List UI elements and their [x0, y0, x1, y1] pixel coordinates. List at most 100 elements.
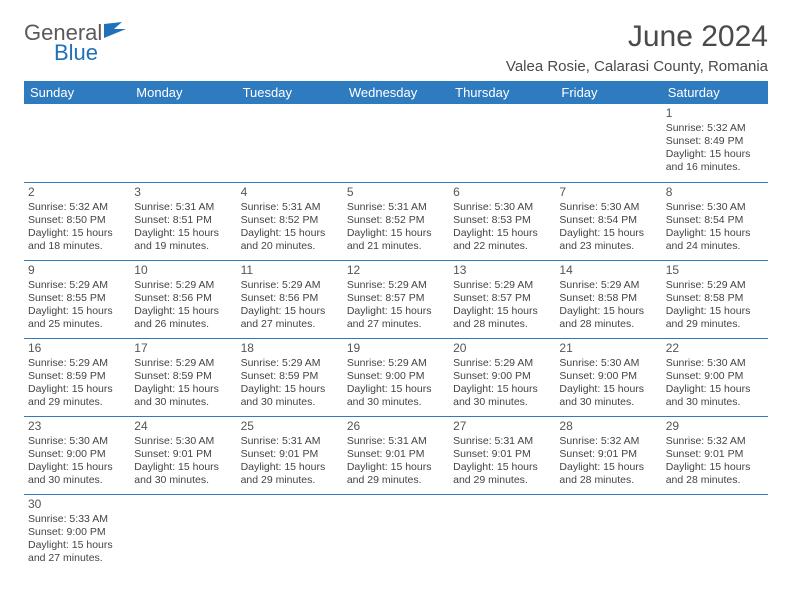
day-number: 23: [28, 419, 126, 434]
calendar-day-cell: 5Sunrise: 5:31 AMSunset: 8:52 PMDaylight…: [343, 182, 449, 260]
daylight-text: Daylight: 15 hours: [666, 148, 764, 161]
sunrise-text: Sunrise: 5:29 AM: [134, 279, 232, 292]
day-number: 1: [666, 106, 764, 121]
daylight-text: and 29 minutes.: [347, 474, 445, 487]
header: General Blue June 2024 Valea Rosie, Cala…: [24, 20, 768, 75]
sunset-text: Sunset: 9:00 PM: [28, 526, 126, 539]
calendar-day-cell: 12Sunrise: 5:29 AMSunset: 8:57 PMDayligh…: [343, 260, 449, 338]
calendar-day-cell: 17Sunrise: 5:29 AMSunset: 8:59 PMDayligh…: [130, 338, 236, 416]
calendar-day-cell: 8Sunrise: 5:30 AMSunset: 8:54 PMDaylight…: [662, 182, 768, 260]
weekday-header: Monday: [130, 81, 236, 104]
daylight-text: and 23 minutes.: [559, 240, 657, 253]
weekday-header: Friday: [555, 81, 661, 104]
sunrise-text: Sunrise: 5:29 AM: [134, 357, 232, 370]
weekday-header: Wednesday: [343, 81, 449, 104]
daylight-text: and 29 minutes.: [453, 474, 551, 487]
calendar-day-cell: 9Sunrise: 5:29 AMSunset: 8:55 PMDaylight…: [24, 260, 130, 338]
day-number: 22: [666, 341, 764, 356]
day-number: 10: [134, 263, 232, 278]
calendar-week-row: 30Sunrise: 5:33 AMSunset: 9:00 PMDayligh…: [24, 494, 768, 572]
day-number: 11: [241, 263, 339, 278]
sunrise-text: Sunrise: 5:32 AM: [666, 122, 764, 135]
calendar-empty-cell: [237, 494, 343, 572]
calendar-day-cell: 26Sunrise: 5:31 AMSunset: 9:01 PMDayligh…: [343, 416, 449, 494]
sunset-text: Sunset: 9:00 PM: [559, 370, 657, 383]
sunset-text: Sunset: 8:59 PM: [28, 370, 126, 383]
daylight-text: Daylight: 15 hours: [559, 227, 657, 240]
sunset-text: Sunset: 8:57 PM: [453, 292, 551, 305]
day-number: 9: [28, 263, 126, 278]
daylight-text: Daylight: 15 hours: [666, 383, 764, 396]
sunrise-text: Sunrise: 5:29 AM: [559, 279, 657, 292]
month-title: June 2024: [506, 20, 768, 54]
calendar-day-cell: 28Sunrise: 5:32 AMSunset: 9:01 PMDayligh…: [555, 416, 661, 494]
sunrise-text: Sunrise: 5:31 AM: [241, 435, 339, 448]
daylight-text: Daylight: 15 hours: [666, 227, 764, 240]
daylight-text: and 30 minutes.: [241, 396, 339, 409]
daylight-text: and 30 minutes.: [666, 396, 764, 409]
sunset-text: Sunset: 8:52 PM: [347, 214, 445, 227]
calendar-week-row: 9Sunrise: 5:29 AMSunset: 8:55 PMDaylight…: [24, 260, 768, 338]
calendar-day-cell: 7Sunrise: 5:30 AMSunset: 8:54 PMDaylight…: [555, 182, 661, 260]
day-number: 29: [666, 419, 764, 434]
sunrise-text: Sunrise: 5:33 AM: [28, 513, 126, 526]
daylight-text: Daylight: 15 hours: [559, 461, 657, 474]
calendar-empty-cell: [343, 104, 449, 182]
daylight-text: and 24 minutes.: [666, 240, 764, 253]
sunrise-text: Sunrise: 5:29 AM: [453, 357, 551, 370]
sunset-text: Sunset: 9:00 PM: [347, 370, 445, 383]
sunset-text: Sunset: 8:58 PM: [559, 292, 657, 305]
title-block: June 2024 Valea Rosie, Calarasi County, …: [506, 20, 768, 75]
daylight-text: and 28 minutes.: [559, 474, 657, 487]
daylight-text: Daylight: 15 hours: [134, 227, 232, 240]
sunset-text: Sunset: 8:59 PM: [241, 370, 339, 383]
daylight-text: and 27 minutes.: [28, 552, 126, 565]
calendar-day-cell: 23Sunrise: 5:30 AMSunset: 9:00 PMDayligh…: [24, 416, 130, 494]
sunset-text: Sunset: 9:01 PM: [347, 448, 445, 461]
sunrise-text: Sunrise: 5:30 AM: [559, 357, 657, 370]
daylight-text: and 28 minutes.: [453, 318, 551, 331]
daylight-text: and 28 minutes.: [666, 474, 764, 487]
sunrise-text: Sunrise: 5:29 AM: [28, 279, 126, 292]
day-number: 26: [347, 419, 445, 434]
day-number: 4: [241, 185, 339, 200]
daylight-text: and 30 minutes.: [453, 396, 551, 409]
daylight-text: and 30 minutes.: [28, 474, 126, 487]
daylight-text: and 25 minutes.: [28, 318, 126, 331]
sunset-text: Sunset: 9:01 PM: [666, 448, 764, 461]
calendar-day-cell: 27Sunrise: 5:31 AMSunset: 9:01 PMDayligh…: [449, 416, 555, 494]
daylight-text: and 30 minutes.: [134, 396, 232, 409]
day-number: 13: [453, 263, 551, 278]
daylight-text: Daylight: 15 hours: [28, 461, 126, 474]
sunrise-text: Sunrise: 5:29 AM: [347, 279, 445, 292]
sunrise-text: Sunrise: 5:29 AM: [347, 357, 445, 370]
daylight-text: Daylight: 15 hours: [453, 305, 551, 318]
calendar-week-row: 23Sunrise: 5:30 AMSunset: 9:00 PMDayligh…: [24, 416, 768, 494]
sunset-text: Sunset: 9:00 PM: [666, 370, 764, 383]
sunrise-text: Sunrise: 5:31 AM: [453, 435, 551, 448]
daylight-text: Daylight: 15 hours: [666, 305, 764, 318]
sunset-text: Sunset: 8:53 PM: [453, 214, 551, 227]
sunset-text: Sunset: 8:57 PM: [347, 292, 445, 305]
day-number: 3: [134, 185, 232, 200]
sunrise-text: Sunrise: 5:31 AM: [347, 201, 445, 214]
sunrise-text: Sunrise: 5:31 AM: [347, 435, 445, 448]
calendar-day-cell: 10Sunrise: 5:29 AMSunset: 8:56 PMDayligh…: [130, 260, 236, 338]
location-text: Valea Rosie, Calarasi County, Romania: [506, 58, 768, 75]
daylight-text: and 20 minutes.: [241, 240, 339, 253]
daylight-text: and 27 minutes.: [241, 318, 339, 331]
daylight-text: and 19 minutes.: [134, 240, 232, 253]
day-number: 16: [28, 341, 126, 356]
calendar-day-cell: 30Sunrise: 5:33 AMSunset: 9:00 PMDayligh…: [24, 494, 130, 572]
sunset-text: Sunset: 9:01 PM: [241, 448, 339, 461]
daylight-text: Daylight: 15 hours: [241, 305, 339, 318]
day-number: 15: [666, 263, 764, 278]
calendar-week-row: 1Sunrise: 5:32 AMSunset: 8:49 PMDaylight…: [24, 104, 768, 182]
calendar-table: SundayMondayTuesdayWednesdayThursdayFrid…: [24, 81, 768, 572]
sunset-text: Sunset: 9:00 PM: [28, 448, 126, 461]
weekday-header: Saturday: [662, 81, 768, 104]
sunset-text: Sunset: 8:58 PM: [666, 292, 764, 305]
sunset-text: Sunset: 8:54 PM: [559, 214, 657, 227]
calendar-empty-cell: [24, 104, 130, 182]
sunrise-text: Sunrise: 5:30 AM: [453, 201, 551, 214]
